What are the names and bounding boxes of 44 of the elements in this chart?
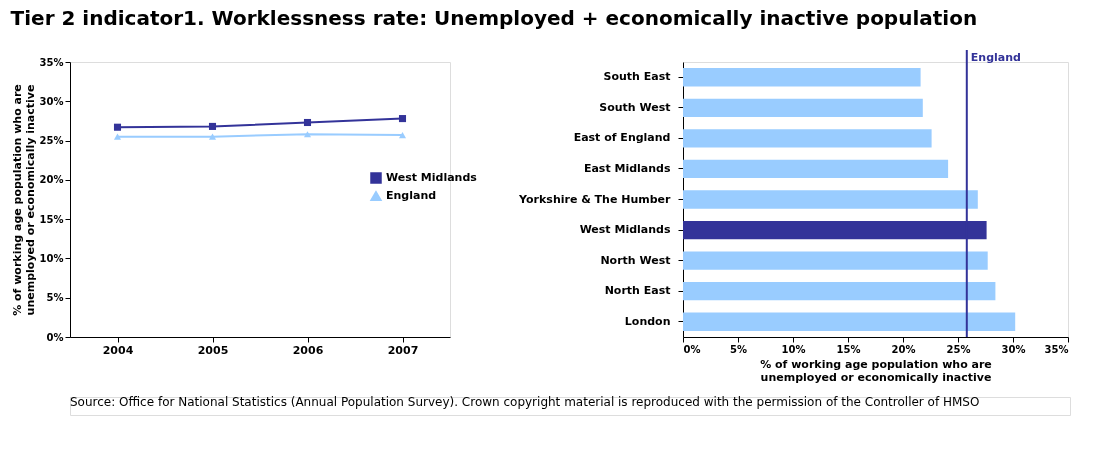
y-tick-label: 35% <box>39 56 64 68</box>
y-tick-label: West Midlands <box>579 223 671 237</box>
y-tick-label: East of England <box>573 131 671 145</box>
y-tick-label: 5% <box>46 292 64 304</box>
point <box>398 115 407 123</box>
x-tick-label: 25% <box>946 343 971 355</box>
point <box>303 131 312 138</box>
point <box>113 123 122 131</box>
y-tick-label: East Midlands <box>583 161 671 175</box>
legend-label: West Midlands <box>386 171 478 184</box>
x-tick-label: 2004 <box>102 343 134 357</box>
y-tick-label: 10% <box>39 252 64 264</box>
x-tick-label: 2007 <box>387 343 419 357</box>
x-tick-label: 5% <box>730 343 747 355</box>
y-tick-label: North West <box>600 253 671 267</box>
x-tick-label: 35% <box>1044 343 1069 355</box>
y-tick-label: 30% <box>39 95 64 107</box>
x-tick-label: 0% <box>683 343 701 355</box>
point <box>208 133 217 140</box>
y-tick-label: London <box>624 314 671 328</box>
x-tick-label: 2005 <box>197 343 229 357</box>
ref-line-label: England <box>970 51 1021 64</box>
text: Tier 2 indicator1. Worklessness rate: Unemployed + economically inactive population <box>10 5 978 30</box>
y-tick-label: South West <box>599 100 671 114</box>
y-tick-label: 15% <box>39 213 64 225</box>
y-tick-label: 0% <box>46 331 64 343</box>
point <box>113 133 122 140</box>
point <box>303 118 312 127</box>
x-tick-label: 2006 <box>292 343 324 357</box>
y-tick-label: Yorkshire & The Humber <box>518 192 672 206</box>
legend-label: England <box>386 189 437 202</box>
y-tick-label: North East <box>604 284 671 298</box>
x-tick-label: 15% <box>836 343 861 355</box>
x-tick-label: 30% <box>1001 343 1026 355</box>
point <box>398 132 407 139</box>
source-note: Source: Office for National Statistics (Annual Population Survey). Crown copyright material is reproduced with the permission of the Controller of HMSO <box>70 395 980 409</box>
y-axis-title: % of working age population who are unemployed or economically inactive <box>10 84 37 316</box>
y-tick-label: 20% <box>39 174 64 186</box>
y-tick-label: 25% <box>39 135 64 147</box>
point <box>208 122 217 130</box>
x-tick-label: 10% <box>781 343 806 355</box>
x-axis-title: % of working age population who are unemployed or economically inactive <box>760 357 992 384</box>
x-tick-label: 20% <box>891 343 916 355</box>
y-tick-label: South East <box>603 70 671 84</box>
